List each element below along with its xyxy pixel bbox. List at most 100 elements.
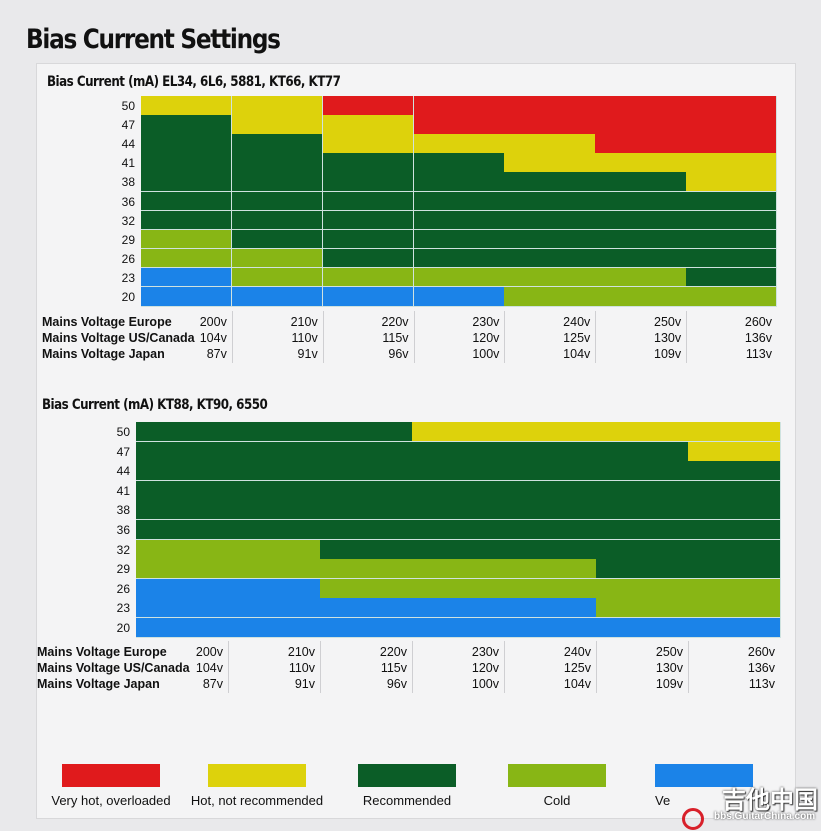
heatmap-cell bbox=[322, 229, 415, 250]
heatmap-cell bbox=[595, 115, 687, 135]
column-divider bbox=[320, 641, 321, 693]
voltage-value: 110v bbox=[288, 661, 315, 675]
heatmap-cell bbox=[136, 520, 229, 541]
heatmap-cell bbox=[231, 153, 324, 173]
heatmap-cell bbox=[231, 229, 324, 250]
heatmap-cell bbox=[231, 172, 324, 192]
column-divider bbox=[412, 641, 413, 693]
heatmap-cell bbox=[136, 500, 229, 521]
heatmap-cell bbox=[322, 96, 415, 116]
heatmap-cell bbox=[136, 441, 229, 462]
heatmap-cell bbox=[136, 480, 229, 501]
legend-swatch bbox=[208, 764, 306, 787]
voltage-value: 125v bbox=[563, 331, 591, 345]
heatmap-cell bbox=[320, 559, 413, 580]
watermark-url: bbs.GuitarChina.com bbox=[714, 811, 816, 822]
heatmap-cell bbox=[686, 248, 778, 269]
column-divider bbox=[504, 641, 505, 693]
heatmap-cell bbox=[228, 441, 321, 462]
voltage-value: 250v bbox=[655, 645, 683, 659]
row-label: 41 bbox=[121, 156, 135, 171]
heatmap-cell bbox=[504, 441, 597, 462]
heatmap-cell bbox=[322, 248, 415, 269]
watermark: 吉他中国 bbs.GuitarChina.com bbox=[680, 778, 821, 831]
heatmap-cell bbox=[412, 559, 505, 580]
heatmap-cell bbox=[688, 578, 781, 599]
row-label: 38 bbox=[121, 175, 135, 190]
heatmap-cell bbox=[228, 520, 321, 541]
heatmap-cell bbox=[141, 229, 233, 250]
table-2-title: Bias Current (mA) KT88, KT90, 6550 bbox=[42, 397, 268, 413]
heatmap-cell bbox=[686, 210, 778, 231]
column-divider bbox=[688, 641, 689, 693]
heatmap-cell bbox=[504, 618, 597, 639]
row-label: 44 bbox=[121, 137, 135, 152]
heatmap-cell bbox=[136, 559, 229, 580]
heatmap-cell bbox=[504, 210, 596, 231]
heatmap-cell bbox=[320, 539, 413, 560]
heatmap-cell bbox=[322, 267, 415, 288]
heatmap-cell bbox=[413, 267, 505, 288]
heatmap-cell bbox=[320, 618, 413, 639]
heatmap-cell bbox=[504, 287, 596, 307]
row-label: 41 bbox=[116, 483, 130, 498]
heatmap-cell bbox=[136, 461, 229, 482]
row-label: 20 bbox=[121, 290, 135, 304]
heatmap-cell bbox=[688, 618, 781, 639]
heatmap-cell bbox=[228, 618, 321, 639]
heatmap-cell bbox=[412, 500, 505, 521]
heatmap-cell bbox=[136, 578, 229, 599]
row-label: 44 bbox=[116, 464, 130, 479]
column-divider bbox=[504, 311, 506, 363]
heatmap-cell bbox=[596, 520, 689, 541]
heatmap-cell bbox=[412, 422, 505, 443]
heatmap-cell bbox=[413, 96, 505, 116]
watermark-text: 吉他中国 bbox=[722, 786, 818, 814]
heatmap-cell bbox=[504, 422, 597, 443]
heatmap-cell bbox=[231, 267, 324, 288]
legend-swatch bbox=[655, 764, 753, 787]
voltage-value: 200v bbox=[195, 645, 223, 659]
voltage-value: 104v bbox=[563, 677, 591, 691]
heatmap-cell bbox=[141, 115, 233, 135]
heatmap-cell bbox=[320, 422, 413, 443]
heatmap-cell bbox=[686, 229, 778, 250]
heatmap-cell bbox=[688, 441, 781, 462]
heatmap-cell bbox=[686, 153, 778, 173]
column-divider bbox=[228, 641, 229, 693]
voltage-value: 104v bbox=[563, 347, 591, 361]
heatmap-cell bbox=[231, 210, 324, 231]
row-label: 50 bbox=[121, 99, 135, 113]
heatmap-cell bbox=[504, 153, 596, 173]
voltage-value: 91v bbox=[294, 677, 315, 691]
heatmap-cell bbox=[136, 618, 229, 639]
row-label: 23 bbox=[121, 270, 135, 285]
heatmap-cell bbox=[228, 422, 321, 443]
heatmap-cell bbox=[412, 520, 505, 541]
voltage-value: 260v bbox=[744, 315, 772, 329]
table-1-title: Bias Current (mA) EL34, 6L6, 5881, KT66,… bbox=[47, 74, 341, 90]
heatmap-cell bbox=[228, 559, 321, 580]
heatmap-cell bbox=[322, 191, 415, 212]
heatmap-cell bbox=[322, 287, 415, 307]
heatmap-cell bbox=[595, 267, 687, 288]
voltage-value: 125v bbox=[563, 661, 591, 675]
heatmap-cell bbox=[504, 480, 597, 501]
heatmap-cell bbox=[595, 134, 687, 154]
heatmap-cell bbox=[228, 500, 321, 521]
voltage-value: 220v bbox=[381, 315, 409, 329]
voltage-value: 250v bbox=[654, 315, 682, 329]
row-label: 29 bbox=[121, 232, 135, 247]
heatmap-cell bbox=[596, 578, 689, 599]
heatmap-cell bbox=[688, 461, 781, 482]
row-label: 20 bbox=[116, 621, 130, 635]
row-label: 50 bbox=[116, 425, 130, 439]
heatmap-cell bbox=[413, 248, 505, 269]
heatmap-cell bbox=[141, 210, 233, 231]
voltage-value: 230v bbox=[471, 645, 499, 659]
heatmap-cell bbox=[320, 480, 413, 501]
voltage-value: 120v bbox=[472, 331, 500, 345]
heatmap-cell bbox=[228, 480, 321, 501]
heatmap-cell bbox=[595, 287, 687, 307]
legend-label: Recommended bbox=[362, 793, 452, 808]
